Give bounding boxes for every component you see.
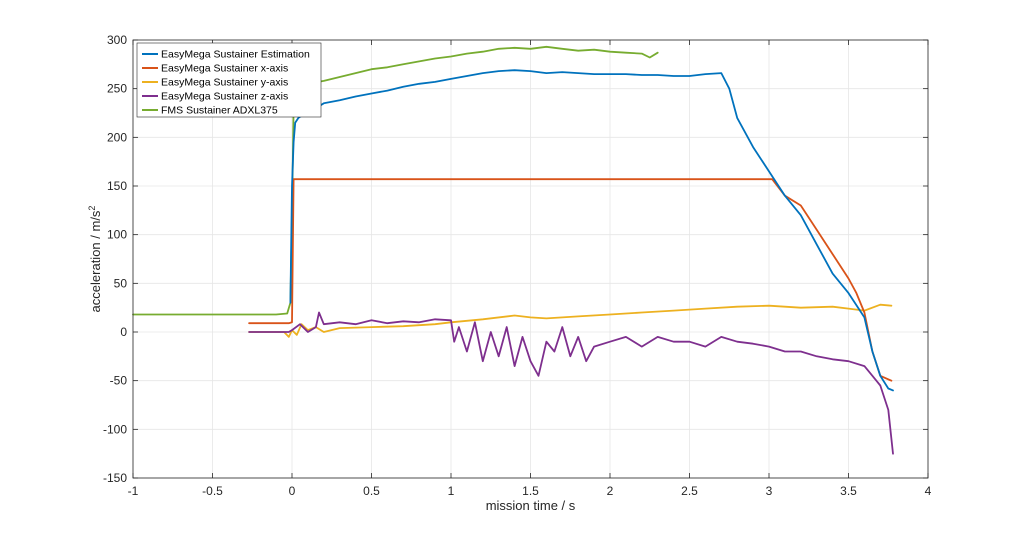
x-tick-label: 3 — [766, 484, 773, 498]
series-line-2 — [248, 303, 893, 338]
x-tick-label: 1 — [448, 484, 455, 498]
legend: EasyMega Sustainer Estimation EasyMega Su… — [136, 42, 322, 118]
y-axis-label-superscript: 2 — [87, 206, 97, 211]
x-tick-label: 2 — [607, 484, 614, 498]
y-tick-label: 150 — [107, 179, 127, 193]
x-tick-label: 0.5 — [363, 484, 380, 498]
legend-label: EasyMega Sustainer x-axis — [161, 63, 288, 75]
x-tick-label: -1 — [128, 484, 139, 498]
x-tick-label: 0 — [289, 484, 296, 498]
legend-label: EasyMega Sustainer y-axis — [161, 77, 288, 89]
legend-box — [136, 42, 322, 118]
series-layer — [132, 45, 894, 455]
series-line-0 — [289, 69, 894, 392]
ticks: -1 -0.5 0 0.5 1 1.5 2 2.5 3 3.5 4 300 250 200 150 100 50… — [103, 33, 932, 498]
y-tick-label: -150 — [103, 471, 127, 485]
y-axis-label-main: acceleration / m/s — [88, 210, 103, 312]
y-tick-label: -100 — [103, 422, 127, 436]
y-tick-label: 0 — [120, 325, 127, 339]
x-tick-label: -0.5 — [202, 484, 223, 498]
y-tick-label: 250 — [107, 82, 127, 96]
y-tick-label: 300 — [107, 33, 127, 47]
series-line-3 — [248, 311, 894, 455]
legend-label: EasyMega Sustainer z-axis — [161, 91, 288, 103]
x-axis-label: mission time / s — [486, 498, 576, 513]
y-tick-label: 50 — [114, 276, 128, 290]
y-axis-label: acceleration / m/s2 — [87, 206, 103, 313]
legend-label: FMS Sustainer ADXL375 — [161, 105, 278, 117]
x-tick-label: 2.5 — [681, 484, 698, 498]
y-tick-label: -50 — [110, 374, 128, 388]
y-tick-label: 200 — [107, 130, 127, 144]
x-tick-label: 1.5 — [522, 484, 539, 498]
x-tick-label: 3.5 — [840, 484, 857, 498]
x-tick-label: 4 — [925, 484, 932, 498]
series-line-1 — [248, 178, 893, 382]
legend-label: EasyMega Sustainer Estimation — [161, 49, 310, 61]
y-tick-label: 100 — [107, 228, 127, 242]
